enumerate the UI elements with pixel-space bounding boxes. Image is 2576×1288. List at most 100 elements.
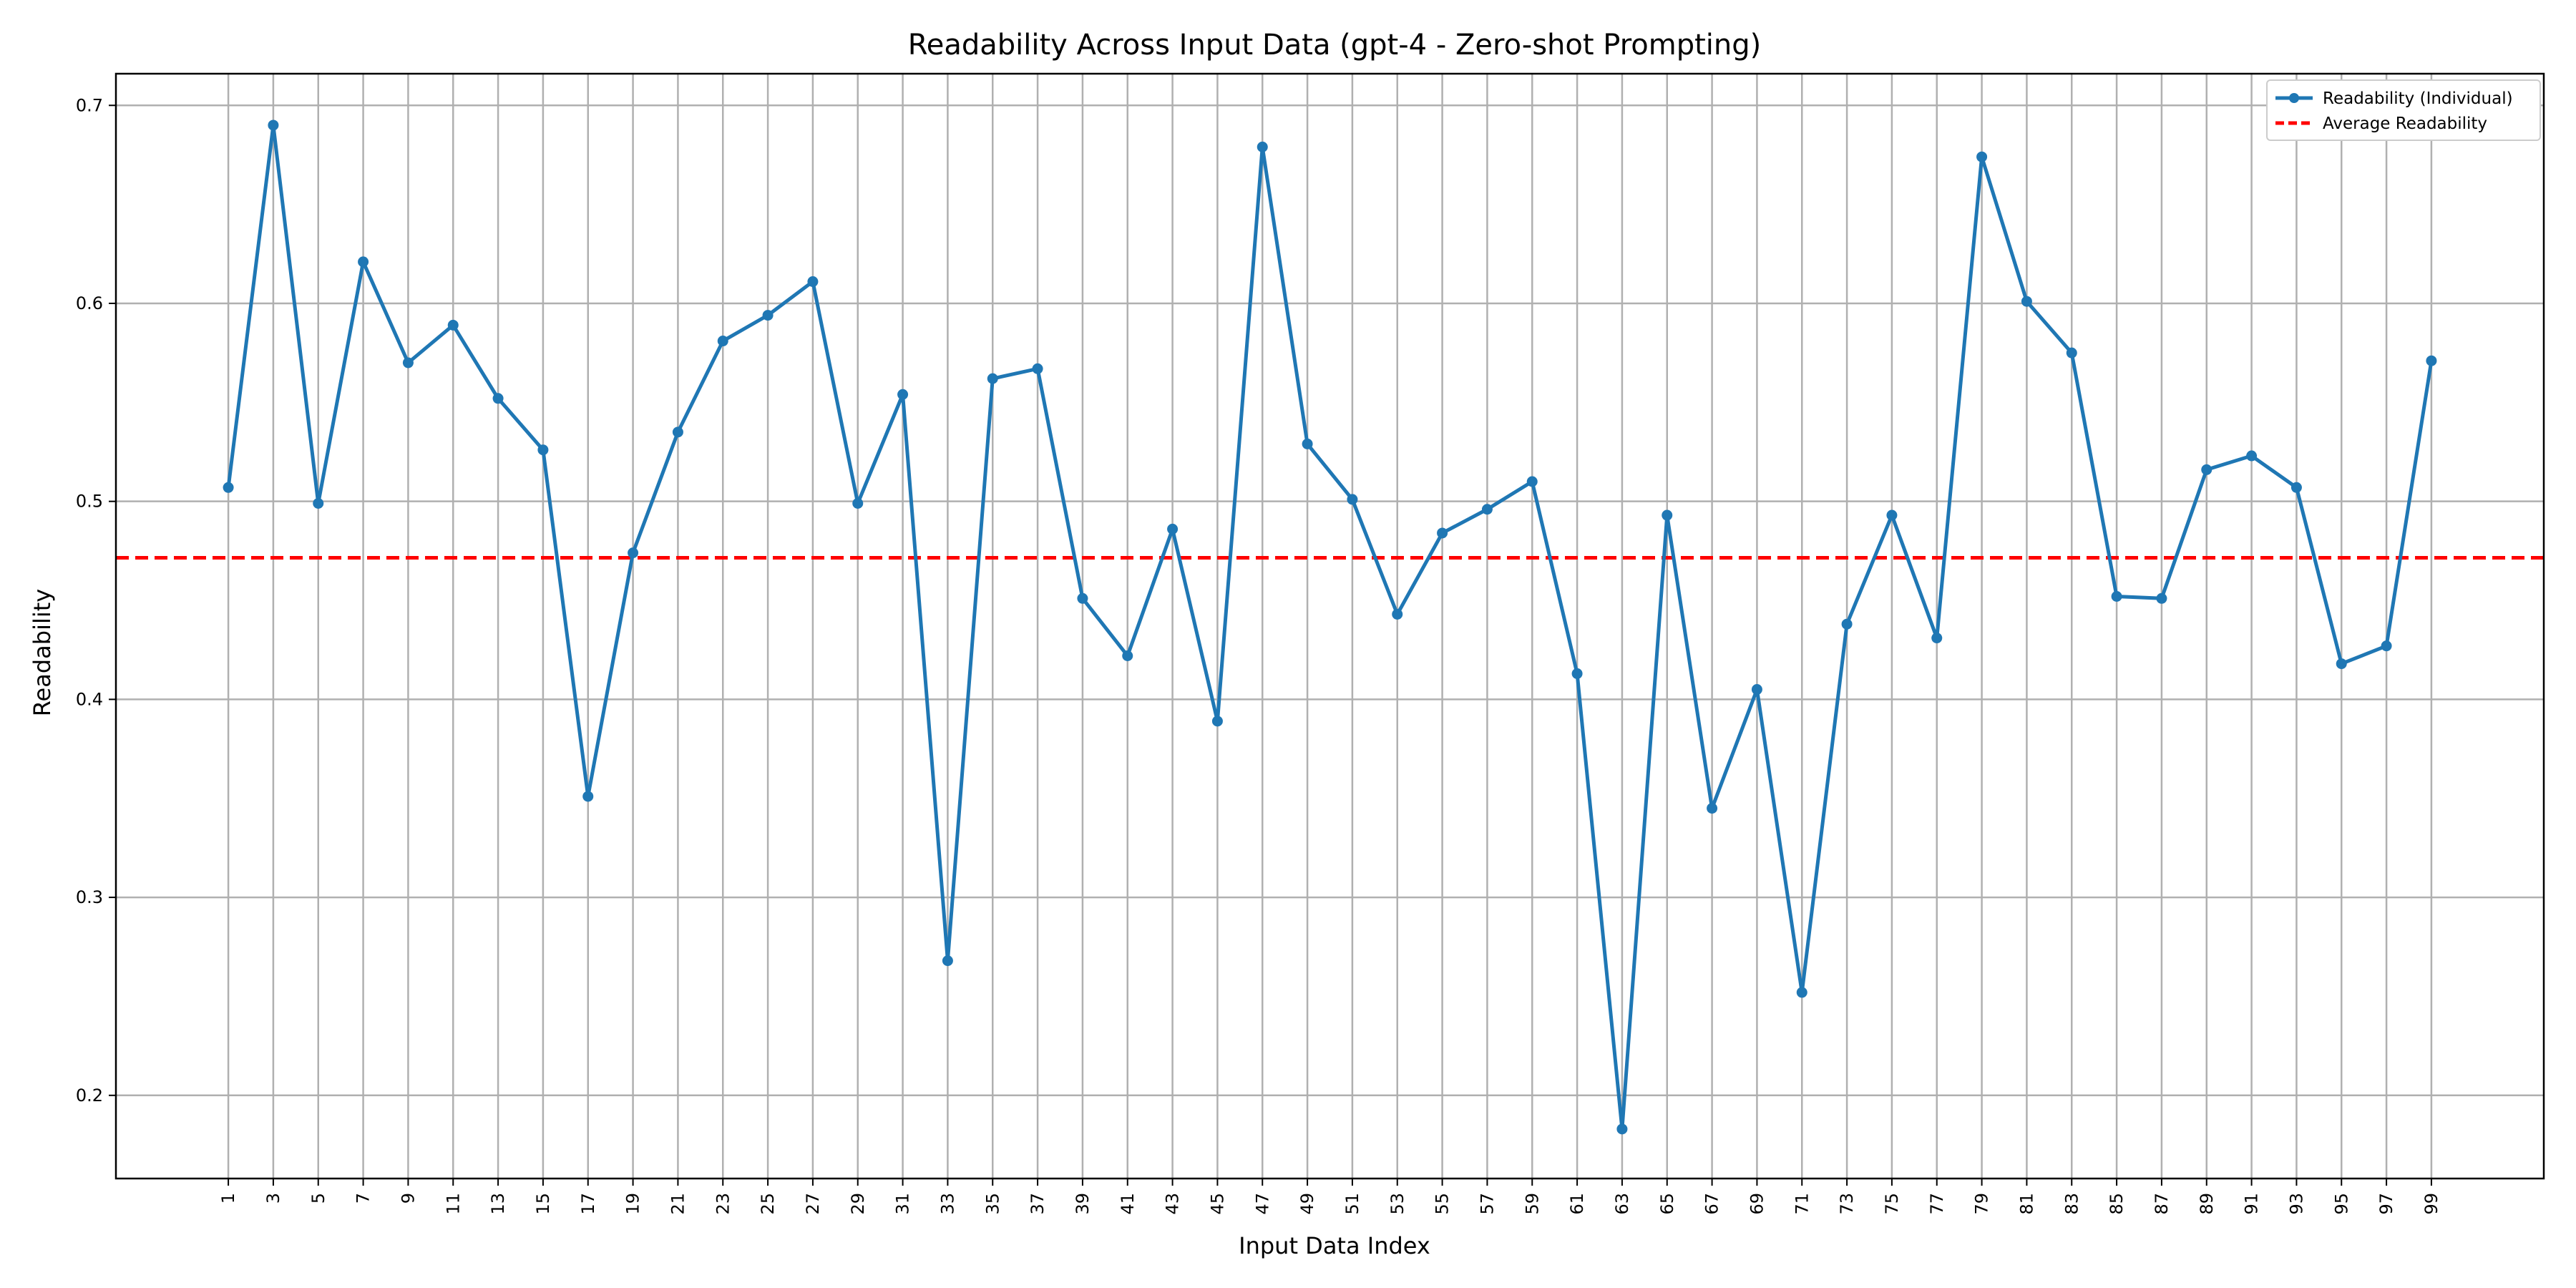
legend: Readability (Individual) Average Readabi… [2266,79,2541,141]
data-point [1481,504,1493,515]
y-axis-ticks: 0.2 0.3 0.4 0.5 0.6 0.7 [76,95,116,1106]
x-axis-label: Input Data Index [1239,1232,1430,1259]
y-tick-label: 0.5 [76,492,103,512]
data-point [1796,987,1807,998]
data-point [1347,494,1358,505]
data-point [628,547,639,559]
data-point [1886,509,1898,521]
x-tick-label: 7 [353,1193,374,1204]
x-tick-label: 93 [2286,1193,2306,1215]
x-tick-label: 83 [2062,1193,2082,1215]
data-point [223,482,234,493]
legend-box [2266,79,2541,141]
data-point [2290,482,2302,493]
data-point [1077,592,1088,604]
y-tick-label: 0.6 [76,293,103,313]
x-tick-label: 49 [1297,1193,1317,1215]
x-tick-label: 11 [443,1193,463,1215]
data-point [987,373,998,384]
data-point [807,276,819,288]
data-point [537,444,549,456]
data-point [358,256,369,268]
legend-marker-individual [2289,93,2299,103]
x-tick-label: 63 [1612,1193,1632,1215]
x-tick-label: 45 [1207,1193,1227,1215]
data-point [268,119,279,131]
x-tick-label: 31 [893,1193,913,1215]
x-tick-label: 95 [2331,1193,2351,1215]
data-point [1032,363,1043,374]
x-tick-label: 97 [2376,1193,2396,1215]
grid [116,74,2544,1179]
x-tick-label: 35 [982,1193,1002,1215]
data-point [1211,716,1223,727]
data-point [492,393,504,404]
data-point [1302,438,1313,449]
x-tick-label: 17 [578,1193,598,1215]
data-point [2381,640,2392,652]
x-tick-label: 9 [398,1193,418,1204]
data-point [313,497,324,509]
x-tick-label: 5 [308,1193,328,1204]
x-tick-label: 57 [1477,1193,1497,1215]
data-point [1976,151,1988,162]
x-tick-label: 79 [1972,1193,1992,1215]
x-tick-label: 19 [623,1193,643,1215]
data-point [1662,509,1673,521]
x-tick-label: 87 [2152,1193,2172,1215]
x-axis-ticks: 1 3 5 7 9 11 13 15 17 19 21 23 25 27 29 31 33 35 37 39 41 43 4… [218,1179,2441,1215]
x-tick-label: 25 [758,1193,778,1215]
plot-frame [114,72,2545,1180]
x-tick-label: 99 [2421,1193,2441,1215]
y-tick-label: 0.7 [76,95,103,115]
data-point [942,955,953,967]
data-point [2426,355,2437,366]
x-tick-label: 55 [1433,1193,1453,1215]
x-tick-label: 91 [2242,1193,2262,1215]
x-tick-label: 23 [713,1193,733,1215]
legend-label-average: Average Readability [2323,114,2487,133]
x-tick-label: 53 [1387,1193,1407,1215]
x-tick-label: 51 [1342,1193,1362,1215]
data-point [717,336,728,347]
data-point [2336,658,2347,670]
x-tick-label: 71 [1792,1193,1812,1215]
data-point [447,319,459,331]
x-tick-label: 43 [1163,1193,1183,1215]
data-point [402,357,414,369]
x-tick-label: 37 [1028,1193,1048,1215]
x-tick-label: 69 [1747,1193,1767,1215]
data-point [1616,1123,1628,1135]
data-point [2201,464,2212,475]
x-tick-label: 33 [937,1193,957,1215]
x-tick-label: 61 [1567,1193,1587,1215]
data-point [852,497,864,509]
series-line [226,123,2434,1131]
data-point [1841,618,1853,630]
x-tick-label: 15 [533,1193,553,1215]
data-point [582,791,594,802]
data-point [2246,450,2258,462]
data-point [1257,141,1268,152]
data-point [1526,476,1538,487]
y-tick-label: 0.2 [76,1085,103,1106]
data-point [1751,684,1762,696]
data-point [1571,668,1583,679]
x-tick-label: 21 [668,1193,688,1215]
x-tick-label: 77 [1927,1193,1947,1215]
x-tick-label: 89 [2197,1193,2217,1215]
x-tick-label: 3 [263,1193,283,1204]
x-tick-label: 75 [1882,1193,1902,1215]
y-tick-label: 0.3 [76,887,103,907]
x-tick-label: 73 [1837,1193,1857,1215]
x-tick-label: 29 [848,1193,868,1215]
data-point [762,310,774,321]
data-point [1707,803,1718,814]
x-tick-label: 13 [488,1193,508,1215]
x-tick-label: 39 [1073,1193,1093,1215]
x-tick-label: 41 [1118,1193,1138,1215]
data-point [2066,347,2077,358]
x-tick-label: 67 [1702,1193,1722,1215]
data-point [2021,296,2032,307]
data-point [1122,650,1133,662]
